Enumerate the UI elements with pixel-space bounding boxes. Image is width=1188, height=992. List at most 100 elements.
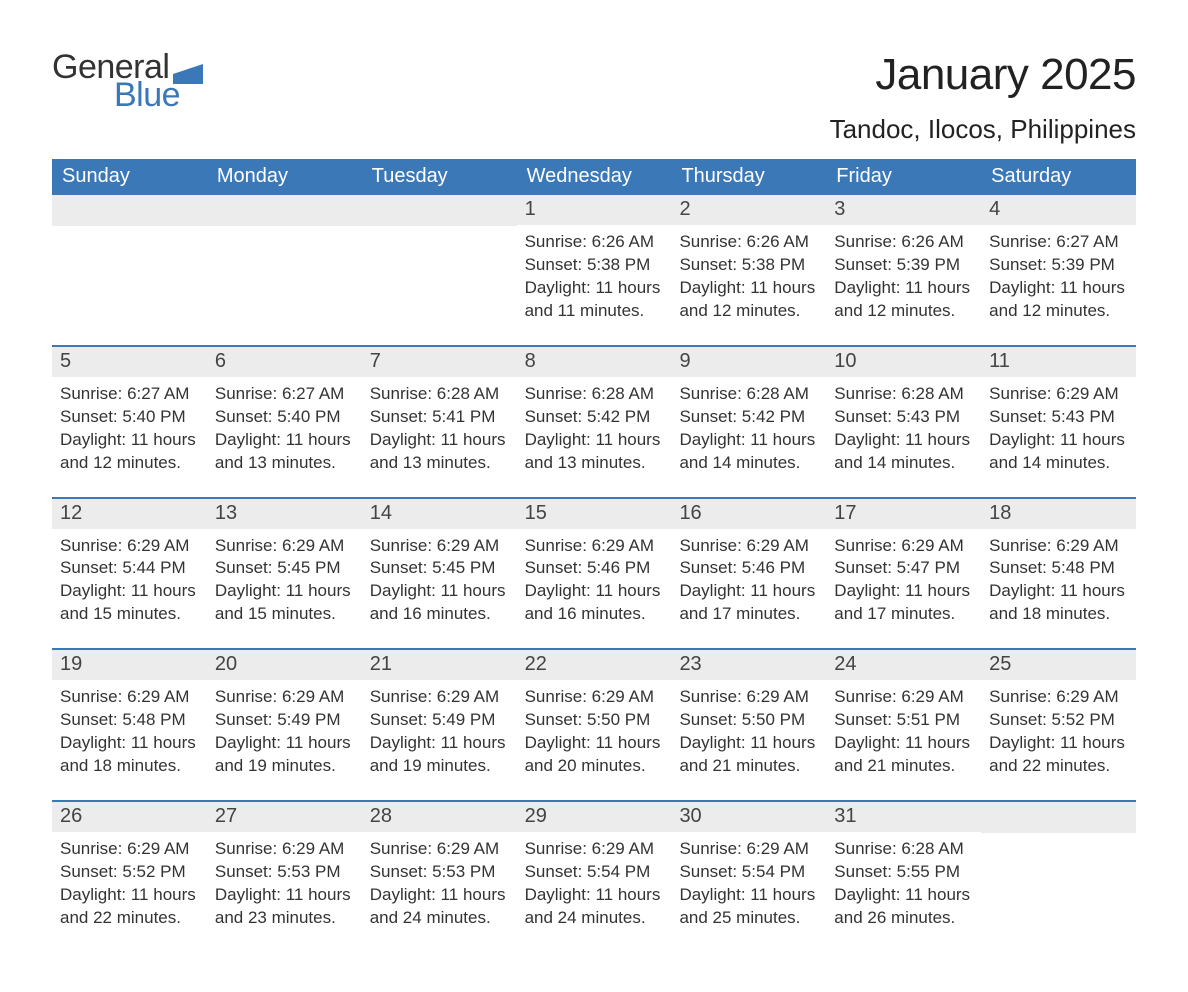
calendar-day-cell: 31Sunrise: 6:28 AMSunset: 5:55 PMDayligh…	[826, 802, 981, 952]
calendar-day-cell: 21Sunrise: 6:29 AMSunset: 5:49 PMDayligh…	[362, 650, 517, 800]
daylight-line: Daylight: 11 hours and 18 minutes.	[989, 580, 1128, 626]
sunset-line: Sunset: 5:52 PM	[60, 861, 199, 884]
day-number: 5	[52, 347, 207, 377]
day-details	[52, 226, 207, 344]
daylight-line: Daylight: 11 hours and 20 minutes.	[525, 732, 664, 778]
calendar-day-cell: 8Sunrise: 6:28 AMSunset: 5:42 PMDaylight…	[517, 347, 672, 497]
calendar-day-cell: 30Sunrise: 6:29 AMSunset: 5:54 PMDayligh…	[671, 802, 826, 952]
day-details: Sunrise: 6:28 AMSunset: 5:55 PMDaylight:…	[826, 832, 981, 952]
day-details: Sunrise: 6:29 AMSunset: 5:43 PMDaylight:…	[981, 377, 1136, 497]
weekday-header: Monday	[207, 159, 362, 195]
day-number	[207, 195, 362, 226]
calendar-day-cell: 26Sunrise: 6:29 AMSunset: 5:52 PMDayligh…	[52, 802, 207, 952]
calendar-page: General Blue January 2025 Tandoc, Ilocos…	[0, 0, 1188, 992]
calendar-day-cell: 16Sunrise: 6:29 AMSunset: 5:46 PMDayligh…	[671, 499, 826, 649]
day-details: Sunrise: 6:29 AMSunset: 5:54 PMDaylight:…	[671, 832, 826, 952]
daylight-line: Daylight: 11 hours and 14 minutes.	[679, 429, 818, 475]
day-number: 3	[826, 195, 981, 225]
sunrise-line: Sunrise: 6:28 AM	[679, 383, 818, 406]
daylight-line: Daylight: 11 hours and 13 minutes.	[215, 429, 354, 475]
sunset-line: Sunset: 5:53 PM	[370, 861, 509, 884]
day-details: Sunrise: 6:29 AMSunset: 5:53 PMDaylight:…	[207, 832, 362, 952]
day-details: Sunrise: 6:28 AMSunset: 5:41 PMDaylight:…	[362, 377, 517, 497]
top-bar: General Blue January 2025 Tandoc, Ilocos…	[52, 50, 1136, 145]
sunrise-line: Sunrise: 6:26 AM	[679, 231, 818, 254]
day-details: Sunrise: 6:29 AMSunset: 5:45 PMDaylight:…	[362, 529, 517, 649]
daylight-line: Daylight: 11 hours and 23 minutes.	[215, 884, 354, 930]
calendar-day-cell	[207, 195, 362, 345]
sunset-line: Sunset: 5:38 PM	[525, 254, 664, 277]
sunset-line: Sunset: 5:46 PM	[679, 557, 818, 580]
weekday-header: Tuesday	[362, 159, 517, 195]
calendar-day-cell: 20Sunrise: 6:29 AMSunset: 5:49 PMDayligh…	[207, 650, 362, 800]
calendar-day-cell	[52, 195, 207, 345]
daylight-line: Daylight: 11 hours and 13 minutes.	[525, 429, 664, 475]
daylight-line: Daylight: 11 hours and 24 minutes.	[525, 884, 664, 930]
daylight-line: Daylight: 11 hours and 15 minutes.	[215, 580, 354, 626]
sunrise-line: Sunrise: 6:29 AM	[525, 838, 664, 861]
daylight-line: Daylight: 11 hours and 18 minutes.	[60, 732, 199, 778]
sunrise-line: Sunrise: 6:29 AM	[370, 686, 509, 709]
sunrise-line: Sunrise: 6:27 AM	[215, 383, 354, 406]
sunset-line: Sunset: 5:42 PM	[525, 406, 664, 429]
month-title: January 2025	[830, 50, 1136, 100]
sunset-line: Sunset: 5:50 PM	[679, 709, 818, 732]
day-details: Sunrise: 6:26 AMSunset: 5:38 PMDaylight:…	[671, 225, 826, 345]
daylight-line: Daylight: 11 hours and 19 minutes.	[215, 732, 354, 778]
day-details: Sunrise: 6:29 AMSunset: 5:48 PMDaylight:…	[52, 680, 207, 800]
daylight-line: Daylight: 11 hours and 12 minutes.	[60, 429, 199, 475]
daylight-line: Daylight: 11 hours and 13 minutes.	[370, 429, 509, 475]
daylight-line: Daylight: 11 hours and 19 minutes.	[370, 732, 509, 778]
sunset-line: Sunset: 5:51 PM	[834, 709, 973, 732]
sunset-line: Sunset: 5:52 PM	[989, 709, 1128, 732]
sunrise-line: Sunrise: 6:29 AM	[215, 838, 354, 861]
calendar-day-cell: 9Sunrise: 6:28 AMSunset: 5:42 PMDaylight…	[671, 347, 826, 497]
daylight-line: Daylight: 11 hours and 21 minutes.	[679, 732, 818, 778]
sunrise-line: Sunrise: 6:29 AM	[989, 535, 1128, 558]
day-details: Sunrise: 6:28 AMSunset: 5:43 PMDaylight:…	[826, 377, 981, 497]
daylight-line: Daylight: 11 hours and 16 minutes.	[525, 580, 664, 626]
sunset-line: Sunset: 5:47 PM	[834, 557, 973, 580]
sunrise-line: Sunrise: 6:29 AM	[60, 686, 199, 709]
calendar-day-cell: 15Sunrise: 6:29 AMSunset: 5:46 PMDayligh…	[517, 499, 672, 649]
day-number	[981, 802, 1136, 833]
day-number: 16	[671, 499, 826, 529]
day-details	[981, 833, 1136, 951]
day-number: 27	[207, 802, 362, 832]
day-number: 20	[207, 650, 362, 680]
day-details: Sunrise: 6:29 AMSunset: 5:49 PMDaylight:…	[207, 680, 362, 800]
logo-text-2: Blue	[114, 78, 203, 112]
sunset-line: Sunset: 5:49 PM	[370, 709, 509, 732]
calendar-week-row: 12Sunrise: 6:29 AMSunset: 5:44 PMDayligh…	[52, 497, 1136, 649]
calendar-day-cell: 6Sunrise: 6:27 AMSunset: 5:40 PMDaylight…	[207, 347, 362, 497]
calendar-day-cell: 23Sunrise: 6:29 AMSunset: 5:50 PMDayligh…	[671, 650, 826, 800]
calendar-day-cell	[981, 802, 1136, 952]
day-number: 22	[517, 650, 672, 680]
calendar-week-row: 1Sunrise: 6:26 AMSunset: 5:38 PMDaylight…	[52, 195, 1136, 345]
sunrise-line: Sunrise: 6:27 AM	[60, 383, 199, 406]
day-number: 31	[826, 802, 981, 832]
sunset-line: Sunset: 5:41 PM	[370, 406, 509, 429]
sunrise-line: Sunrise: 6:29 AM	[679, 535, 818, 558]
calendar-day-cell: 24Sunrise: 6:29 AMSunset: 5:51 PMDayligh…	[826, 650, 981, 800]
calendar-day-cell: 2Sunrise: 6:26 AMSunset: 5:38 PMDaylight…	[671, 195, 826, 345]
sunrise-line: Sunrise: 6:28 AM	[834, 383, 973, 406]
weekday-header: Sunday	[52, 159, 207, 195]
sunrise-line: Sunrise: 6:29 AM	[834, 686, 973, 709]
day-number: 30	[671, 802, 826, 832]
day-number: 26	[52, 802, 207, 832]
calendar-day-cell: 28Sunrise: 6:29 AMSunset: 5:53 PMDayligh…	[362, 802, 517, 952]
sunset-line: Sunset: 5:53 PM	[215, 861, 354, 884]
calendar-day-cell: 25Sunrise: 6:29 AMSunset: 5:52 PMDayligh…	[981, 650, 1136, 800]
logo: General Blue	[52, 50, 203, 112]
daylight-line: Daylight: 11 hours and 11 minutes.	[525, 277, 664, 323]
sunrise-line: Sunrise: 6:29 AM	[370, 838, 509, 861]
calendar-day-cell: 11Sunrise: 6:29 AMSunset: 5:43 PMDayligh…	[981, 347, 1136, 497]
day-number: 19	[52, 650, 207, 680]
calendar-day-cell: 17Sunrise: 6:29 AMSunset: 5:47 PMDayligh…	[826, 499, 981, 649]
day-number: 7	[362, 347, 517, 377]
calendar-grid: Sunday Monday Tuesday Wednesday Thursday…	[52, 159, 1136, 952]
sunset-line: Sunset: 5:54 PM	[525, 861, 664, 884]
sunset-line: Sunset: 5:45 PM	[370, 557, 509, 580]
daylight-line: Daylight: 11 hours and 15 minutes.	[60, 580, 199, 626]
